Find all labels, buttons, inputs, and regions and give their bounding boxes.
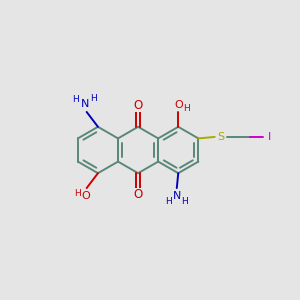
Text: H: H (74, 189, 80, 198)
Text: N: N (81, 99, 89, 109)
Text: O: O (82, 191, 90, 201)
Text: H: H (165, 196, 172, 206)
Text: O: O (134, 99, 143, 112)
Text: S: S (218, 132, 224, 142)
Text: H: H (90, 94, 97, 103)
Text: H: H (73, 95, 79, 104)
Text: O: O (134, 188, 143, 201)
Text: O: O (174, 100, 183, 110)
Text: I: I (268, 132, 271, 142)
Text: H: H (183, 104, 190, 113)
Text: H: H (181, 196, 188, 206)
Text: N: N (172, 191, 181, 201)
